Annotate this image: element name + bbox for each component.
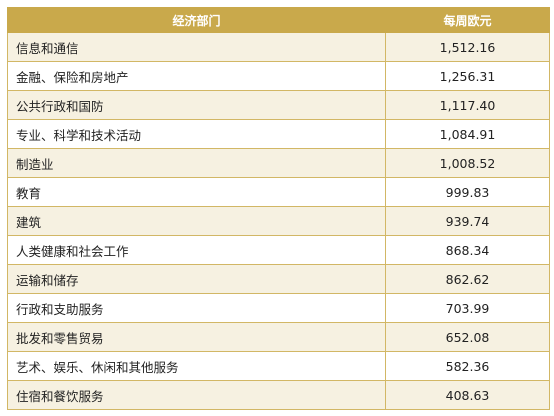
- sector-cell: 人类健康和社会工作: [7, 235, 386, 265]
- table-row: 艺术、娱乐、休闲和其他服务 582.36: [7, 351, 550, 381]
- value-cell: 939.74: [385, 206, 550, 236]
- sector-cell: 教育: [7, 177, 386, 207]
- table-header-row: 经济部门 每周欧元: [7, 7, 550, 33]
- table-row: 信息和通信 1,512.16: [7, 32, 550, 62]
- sector-cell: 行政和支助服务: [7, 293, 386, 323]
- table-row: 运输和储存 862.62: [7, 264, 550, 294]
- value-cell: 652.08: [385, 322, 550, 352]
- sector-cell: 运输和储存: [7, 264, 386, 294]
- table-row: 金融、保险和房地产 1,256.31: [7, 61, 550, 91]
- table-row: 教育 999.83: [7, 177, 550, 207]
- sector-cell: 住宿和餐饮服务: [7, 380, 386, 410]
- sector-cell: 专业、科学和技术活动: [7, 119, 386, 149]
- column-header-weekly-euros: 每周欧元: [385, 7, 550, 33]
- value-cell: 868.34: [385, 235, 550, 265]
- salary-table: 经济部门 每周欧元 信息和通信 1,512.16 金融、保险和房地产 1,256…: [7, 7, 550, 410]
- value-cell: 862.62: [385, 264, 550, 294]
- sector-cell: 信息和通信: [7, 32, 386, 62]
- sector-cell: 公共行政和国防: [7, 90, 386, 120]
- sector-cell: 艺术、娱乐、休闲和其他服务: [7, 351, 386, 381]
- table-row: 建筑 939.74: [7, 206, 550, 236]
- sector-cell: 批发和零售贸易: [7, 322, 386, 352]
- value-cell: 408.63: [385, 380, 550, 410]
- value-cell: 703.99: [385, 293, 550, 323]
- table-row: 公共行政和国防 1,117.40: [7, 90, 550, 120]
- sector-cell: 金融、保险和房地产: [7, 61, 386, 91]
- value-cell: 1,117.40: [385, 90, 550, 120]
- table-row: 行政和支助服务 703.99: [7, 293, 550, 323]
- table-row: 制造业 1,008.52: [7, 148, 550, 178]
- sector-cell: 建筑: [7, 206, 386, 236]
- table-row: 住宿和餐饮服务 408.63: [7, 380, 550, 410]
- value-cell: 1,512.16: [385, 32, 550, 62]
- value-cell: 1,256.31: [385, 61, 550, 91]
- sector-cell: 制造业: [7, 148, 386, 178]
- table-row: 专业、科学和技术活动 1,084.91: [7, 119, 550, 149]
- table-row: 批发和零售贸易 652.08: [7, 322, 550, 352]
- value-cell: 1,084.91: [385, 119, 550, 149]
- table-row: 人类健康和社会工作 868.34: [7, 235, 550, 265]
- column-header-sector: 经济部门: [7, 7, 386, 33]
- value-cell: 999.83: [385, 177, 550, 207]
- value-cell: 582.36: [385, 351, 550, 381]
- value-cell: 1,008.52: [385, 148, 550, 178]
- salary-table-container: 经济部门 每周欧元 信息和通信 1,512.16 金融、保险和房地产 1,256…: [7, 7, 550, 410]
